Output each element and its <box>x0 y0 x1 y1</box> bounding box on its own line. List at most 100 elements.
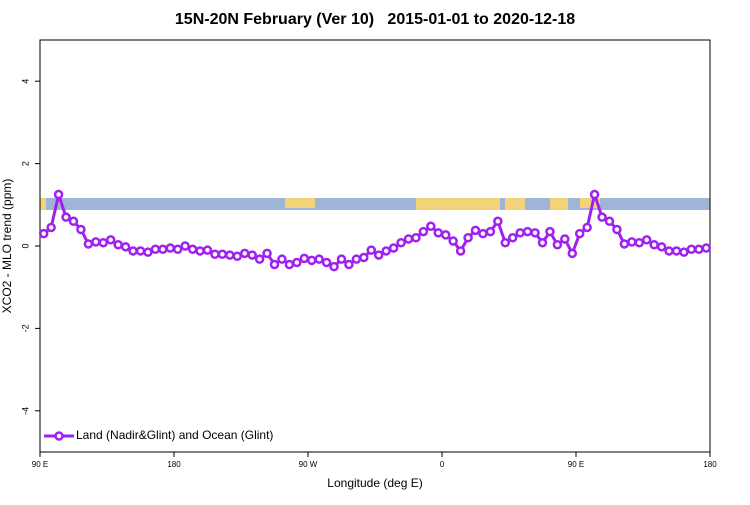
data-point <box>128 246 138 256</box>
data-point <box>552 240 563 250</box>
data-point <box>329 261 339 272</box>
data-point <box>649 240 659 250</box>
data-point <box>143 247 153 257</box>
data-point <box>68 216 79 227</box>
data-point <box>433 228 444 238</box>
y-tick-label: 4 <box>20 79 30 84</box>
data-point <box>336 254 347 264</box>
data-point <box>351 254 362 264</box>
data-point <box>485 226 496 237</box>
data-point <box>545 226 555 237</box>
y-tick-label: 0 <box>20 243 30 248</box>
data-point <box>202 245 213 255</box>
data-point <box>292 257 302 268</box>
y-tick-label: 2 <box>20 161 30 166</box>
data-point <box>493 216 503 227</box>
data-point <box>150 244 161 255</box>
data-point <box>396 237 406 248</box>
data-point <box>46 222 56 233</box>
data-point <box>165 243 176 253</box>
data-point <box>306 255 317 266</box>
plot-frame <box>39 39 711 453</box>
data-point <box>537 237 548 248</box>
data-point <box>366 245 377 255</box>
data-point <box>76 224 86 235</box>
data-point <box>500 237 511 248</box>
data-point <box>262 248 272 259</box>
data-point <box>656 242 667 252</box>
data-point <box>269 259 280 270</box>
data-point <box>232 251 243 262</box>
data-point <box>381 246 391 256</box>
data-point <box>344 259 354 270</box>
data-point <box>634 237 645 248</box>
data-point <box>113 240 123 250</box>
data-point <box>470 225 481 236</box>
y-tick-label: -4 <box>20 407 30 415</box>
data-point <box>172 244 183 255</box>
data-point <box>91 237 101 247</box>
data-point <box>388 243 399 253</box>
data-point <box>373 250 384 260</box>
x-tick-label: 0 <box>440 460 445 469</box>
data-point <box>359 252 369 263</box>
data-point <box>478 228 488 239</box>
data-point <box>403 234 414 244</box>
data-point <box>426 221 436 231</box>
data-point <box>641 235 652 245</box>
x-axis-label: Longitude (deg E) <box>327 476 422 490</box>
x-tick-label: 180 <box>167 460 181 469</box>
data-point <box>98 237 109 248</box>
data-point <box>158 244 168 255</box>
data-point <box>247 250 257 260</box>
data-point <box>418 226 429 237</box>
data-point <box>299 253 310 264</box>
data-point <box>463 233 473 243</box>
data-point <box>225 250 235 260</box>
data-point <box>694 244 704 255</box>
legend-marker <box>54 431 64 441</box>
data-point <box>254 254 265 264</box>
data-point <box>120 242 131 252</box>
data-point <box>612 224 622 235</box>
data-point <box>597 212 607 222</box>
land-ocean-band <box>40 198 710 210</box>
data-point <box>574 228 585 239</box>
data-point <box>83 239 94 249</box>
data-point <box>627 237 637 247</box>
data-point <box>61 212 71 222</box>
data-point <box>411 233 421 243</box>
chart-title: 15N-20N February (Ver 10) 2015-01-01 to … <box>175 11 575 28</box>
data-point <box>195 246 205 256</box>
x-tick-label: 90 E <box>568 460 584 469</box>
data-point <box>314 254 324 264</box>
data-point <box>679 247 689 257</box>
data-point <box>507 233 518 243</box>
data-point <box>515 228 525 238</box>
data-point <box>210 249 220 259</box>
data-point <box>38 228 49 239</box>
data-point <box>560 234 570 244</box>
data-point <box>671 246 682 256</box>
data-point <box>589 189 600 200</box>
data-point <box>217 249 228 259</box>
data-point <box>53 189 64 200</box>
legend-label: Land (Nadir&Glint) and Ocean (Glint) <box>76 428 273 442</box>
data-point <box>187 244 198 255</box>
y-axis-label: XCO2 - MLO trend (ppm) <box>0 179 14 314</box>
data-point <box>582 222 592 233</box>
data-point <box>180 241 190 251</box>
x-tick-label: 90 E <box>32 460 48 469</box>
data-point <box>567 248 578 259</box>
data-point <box>686 244 697 255</box>
data-point <box>701 243 712 253</box>
data-point <box>604 216 615 227</box>
data-point <box>619 239 630 249</box>
data-point <box>135 246 146 256</box>
data-point <box>105 235 116 245</box>
data-point <box>530 228 540 238</box>
data-point <box>321 257 332 268</box>
x-tick-label: 180 <box>703 460 717 469</box>
data-point <box>440 230 451 240</box>
